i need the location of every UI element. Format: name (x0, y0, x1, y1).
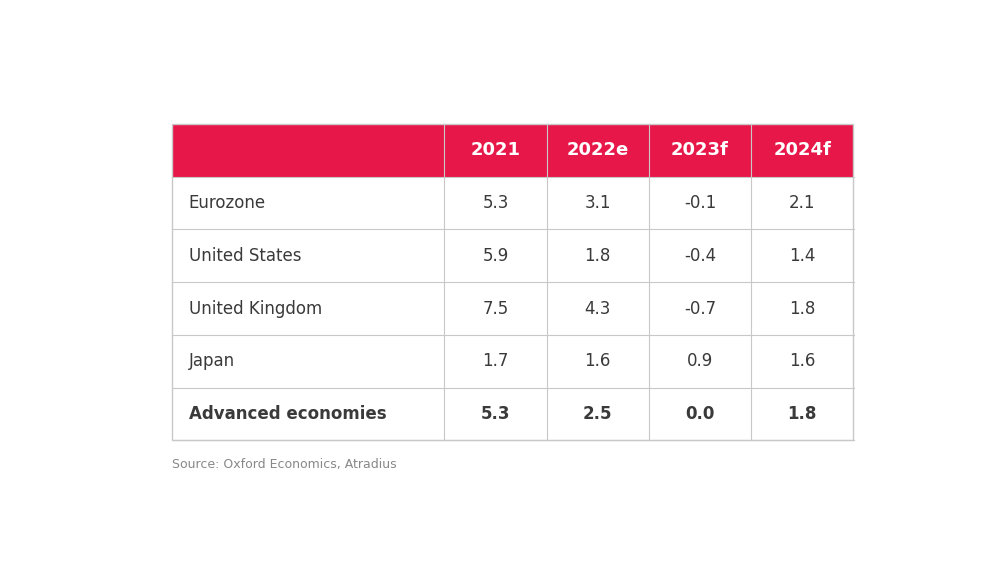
Text: Eurozone: Eurozone (189, 194, 266, 212)
Text: 4.3: 4.3 (585, 300, 611, 318)
Text: 7.5: 7.5 (482, 300, 509, 318)
Text: 1.8: 1.8 (585, 247, 611, 265)
Text: Source: Oxford Economics, Atradius: Source: Oxford Economics, Atradius (172, 458, 396, 471)
Text: 0.0: 0.0 (685, 405, 715, 423)
Text: 5.3: 5.3 (482, 194, 509, 212)
Text: 1.8: 1.8 (789, 300, 816, 318)
Text: 5.3: 5.3 (481, 405, 510, 423)
Text: 2023f: 2023f (671, 141, 729, 159)
Text: 2.1: 2.1 (789, 194, 816, 212)
Text: United States: United States (189, 247, 301, 265)
Text: 1.8: 1.8 (788, 405, 817, 423)
Text: -0.4: -0.4 (684, 247, 716, 265)
Text: -0.1: -0.1 (684, 194, 716, 212)
Text: -0.7: -0.7 (684, 300, 716, 318)
Text: 0.9: 0.9 (687, 352, 713, 370)
Text: 2022e: 2022e (567, 141, 629, 159)
Text: 1.6: 1.6 (789, 352, 816, 370)
Text: 1.7: 1.7 (482, 352, 509, 370)
Text: 3.1: 3.1 (584, 194, 611, 212)
Text: 1.6: 1.6 (585, 352, 611, 370)
Text: Advanced economies: Advanced economies (189, 405, 386, 423)
Text: 2.5: 2.5 (583, 405, 612, 423)
Text: Japan: Japan (189, 352, 235, 370)
Text: United Kingdom: United Kingdom (189, 300, 322, 318)
Text: 2024f: 2024f (773, 141, 831, 159)
Text: 5.9: 5.9 (482, 247, 509, 265)
Text: 1.4: 1.4 (789, 247, 816, 265)
Text: 2021: 2021 (470, 141, 520, 159)
